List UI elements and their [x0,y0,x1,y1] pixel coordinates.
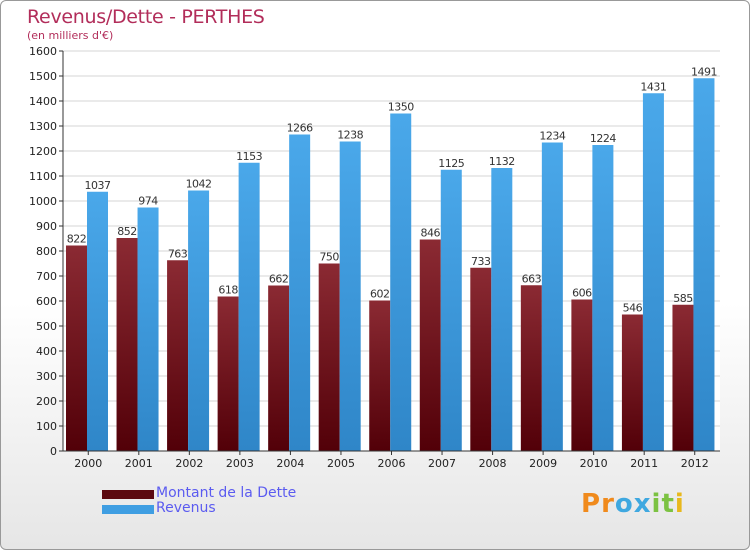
x-tick-label: 2001 [125,457,153,470]
data-label-revenus: 1350 [388,101,414,114]
logo-letter: P [581,489,602,519]
bar-dette [621,314,643,451]
y-tick-label: 300 [36,370,57,383]
x-tick-label: 2005 [327,457,355,470]
chart-subtitle: (en milliers d'€) [27,29,114,42]
data-label-dette: 846 [421,227,441,240]
legend-label-revenus: Revenus [156,500,216,516]
data-label-revenus: 1224 [590,132,616,145]
bar-revenus [541,142,563,451]
y-tick-label: 0 [50,445,57,458]
bar-dette [419,239,441,451]
bar-revenus [87,191,108,451]
data-label-dette: 602 [370,288,390,301]
bar-dette [520,285,542,451]
data-label-revenus: 1238 [337,129,363,142]
y-tick-label: 1200 [29,145,57,158]
data-label-revenus: 1234 [539,130,565,143]
bar-dette [318,263,340,451]
logo-letter: o [614,489,634,519]
bar-dette [167,260,189,451]
x-tick-label: 2012 [681,457,709,470]
data-label-revenus: 1125 [438,157,464,170]
logo-letter: r [601,489,615,519]
bar-dette [116,238,138,451]
x-tick-label: 2008 [479,457,507,470]
bar-dette [217,296,239,451]
data-label-revenus: 1153 [236,150,262,163]
y-tick-label: 900 [36,220,57,233]
data-label-dette: 733 [471,255,491,268]
data-label-revenus: 1266 [287,122,313,135]
x-tick-label: 2007 [428,457,456,470]
bar-revenus [137,207,159,451]
data-label-revenus: 1132 [489,155,515,168]
y-tick-label: 1300 [29,120,57,133]
y-tick-label: 1600 [29,45,57,58]
legend-swatch-dette [102,490,154,499]
bar-dette [672,304,694,451]
y-tick-label: 1000 [29,195,57,208]
bar-revenus [390,113,412,451]
data-label-revenus: 1431 [640,80,666,93]
logo-letter: i [651,489,662,519]
data-label-revenus: 974 [138,195,158,208]
data-label-dette: 852 [117,225,137,238]
y-tick-label: 800 [36,245,57,258]
y-tick-label: 400 [36,345,57,358]
y-tick-label: 600 [36,295,57,308]
y-tick-label: 100 [36,420,57,433]
logo-letter: x [633,489,652,519]
bar-dette [268,285,290,451]
bar-revenus [188,190,210,451]
bar-revenus [238,162,260,451]
x-tick-label: 2002 [175,457,203,470]
x-tick-label: 2000 [74,457,102,470]
bar-revenus [592,145,614,451]
y-tick-label: 200 [36,395,57,408]
logo-letter: t [661,489,675,519]
data-label-dette: 750 [319,251,339,264]
data-label-dette: 663 [522,272,542,285]
data-label-dette: 822 [67,233,87,246]
y-tick-label: 1500 [29,70,57,83]
data-label-dette: 585 [673,292,693,305]
data-label-revenus: 1042 [186,178,212,191]
x-tick-label: 2011 [630,457,658,470]
y-tick-label: 1400 [29,95,57,108]
x-tick-label: 2003 [226,457,254,470]
y-tick-label: 500 [36,320,57,333]
data-label-dette: 546 [623,302,643,315]
bar-revenus [289,134,311,451]
bar-dette [571,299,593,451]
data-label-dette: 662 [269,273,289,286]
data-label-dette: 606 [572,287,592,300]
data-label-revenus: 1491 [691,65,717,78]
data-label-revenus: 1037 [85,179,111,192]
bar-revenus [339,141,361,451]
legend-label-dette: Montant de la Dette [156,485,297,501]
x-tick-label: 2006 [378,457,406,470]
chart-title: Revenus/Dette - PERTHES [27,6,265,28]
bar-revenus [642,93,664,451]
bar-revenus [491,168,513,451]
x-tick-label: 2009 [529,457,557,470]
bar-revenus [693,78,715,451]
bar-dette [470,267,492,451]
y-tick-label: 700 [36,270,57,283]
proxiti-logo: Proxiti [581,489,685,519]
bar-dette [66,245,87,451]
bar-revenus [440,169,462,451]
x-tick-label: 2004 [276,457,304,470]
y-tick-label: 1100 [29,170,57,183]
logo-letter: i [674,489,685,519]
x-tick-label: 2010 [580,457,608,470]
legend-swatch-revenus [102,505,154,514]
data-label-dette: 618 [218,284,238,297]
data-label-dette: 763 [168,247,188,260]
bar-dette [369,300,391,451]
